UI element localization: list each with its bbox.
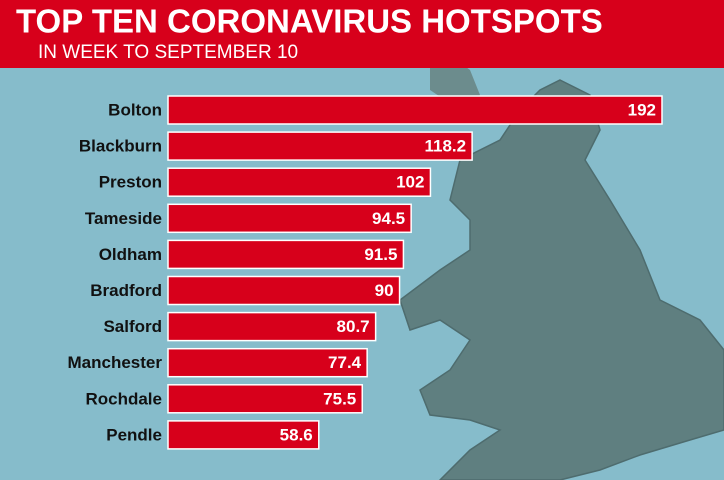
bar xyxy=(167,347,368,378)
bar xyxy=(167,384,364,414)
category-label: Bradford xyxy=(90,281,162,300)
value-label: 192 xyxy=(628,100,656,119)
category-label: Pendle xyxy=(106,425,162,444)
bar xyxy=(167,420,320,450)
category-label: Blackburn xyxy=(79,137,162,156)
value-label: 58.6 xyxy=(280,425,313,444)
chart-subtitle: IN WEEK TO SEPTEMBER 10 xyxy=(38,42,298,63)
value-label: 90 xyxy=(375,281,394,300)
bar xyxy=(167,95,663,125)
category-label: Preston xyxy=(99,173,162,192)
value-label: 80.7 xyxy=(337,317,370,336)
value-label: 118.2 xyxy=(425,137,467,156)
value-label: 94.5 xyxy=(372,209,405,228)
category-label: Salford xyxy=(103,317,162,336)
category-label: Manchester xyxy=(68,353,163,372)
category-label: Tameside xyxy=(85,209,162,228)
map-shape xyxy=(399,79,724,480)
value-label: 91.5 xyxy=(364,245,397,264)
bar xyxy=(167,275,401,306)
bar xyxy=(167,167,432,197)
value-label: 102 xyxy=(396,173,424,192)
value-label: 77.4 xyxy=(328,353,362,372)
bar xyxy=(167,203,412,234)
header xyxy=(0,0,724,68)
bar xyxy=(167,239,405,270)
value-label: 75.5 xyxy=(323,389,356,408)
category-label: Oldham xyxy=(99,245,162,264)
category-label: Bolton xyxy=(108,100,162,119)
category-label: Rochdale xyxy=(85,389,162,408)
chart-title: TOP TEN CORONAVIRUS HOTSPOTS xyxy=(16,3,603,40)
bar xyxy=(167,131,473,161)
bar xyxy=(167,311,377,342)
